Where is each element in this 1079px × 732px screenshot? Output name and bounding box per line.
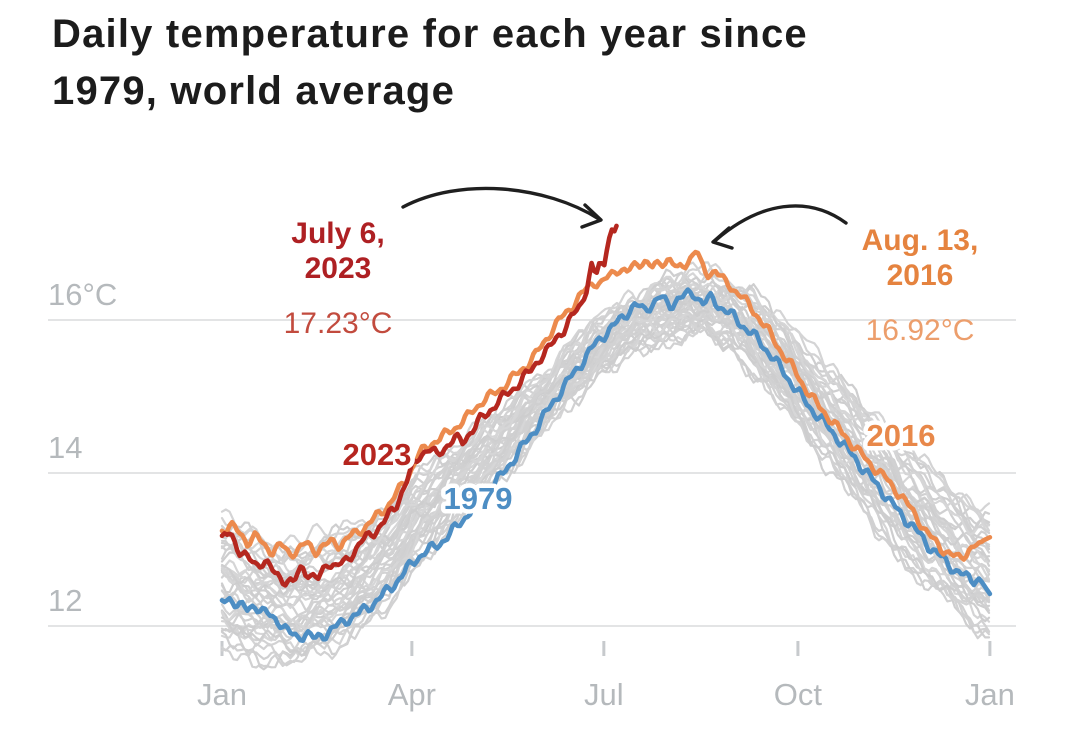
chart-title-line1: Daily temperature for each year since — [52, 12, 808, 56]
series-label-1979: 1979 — [444, 481, 513, 516]
chart-title-line2: 1979, world average — [52, 69, 455, 113]
y-axis-labels: 16°C 14 12 — [48, 277, 117, 618]
arrow-to-2016-peak — [714, 204, 848, 242]
gray-year-line — [220, 271, 991, 567]
series-label-2016: 2016 — [867, 418, 936, 453]
x-tick-label-jul-2: Jul — [584, 677, 624, 712]
annotation-aug-2016: Aug. 13, 2016 16.92°C — [862, 224, 979, 347]
x-tick-label-jan-4: Jan — [965, 677, 1015, 712]
gray-year-line — [220, 261, 991, 550]
arrowhead-2016-icon — [711, 226, 734, 250]
y-tick-label-16: 16°C — [48, 277, 117, 312]
arrow-to-2023-peak — [401, 186, 601, 221]
series-label-2023: 2023 — [343, 437, 412, 472]
line-2016 — [219, 249, 993, 562]
annotation-2016-date-line2: 2016 — [887, 259, 954, 292]
y-tick-label-14: 14 — [48, 430, 82, 465]
x-axis-ticks — [220, 641, 992, 656]
x-tick-label-oct-3: Oct — [774, 677, 823, 712]
highlighted-year-lines — [219, 223, 993, 644]
annotation-july-2023: July 6, 2023 17.23°C — [284, 217, 393, 340]
y-tick-label-12: 12 — [48, 583, 82, 618]
gray-year-line — [220, 304, 991, 637]
annotation-2016-date-line1: Aug. 13, — [862, 224, 979, 257]
x-axis-labels: Jan Apr Jul Oct Jan — [197, 677, 1015, 712]
annotation-2023-date-line2: 2023 — [305, 252, 372, 285]
annotation-2016-value: 16.92°C — [866, 314, 975, 347]
arrowhead-2023-icon — [580, 203, 603, 229]
line-1979 — [219, 287, 993, 644]
x-tick-label-jan-0: Jan — [197, 677, 247, 712]
annotation-2023-value: 17.23°C — [284, 307, 393, 340]
gray-year-line — [220, 310, 991, 639]
annotation-2023-date-line1: July 6, — [291, 217, 384, 250]
x-tick-label-apr-1: Apr — [388, 677, 436, 712]
line-2023 — [219, 223, 619, 588]
